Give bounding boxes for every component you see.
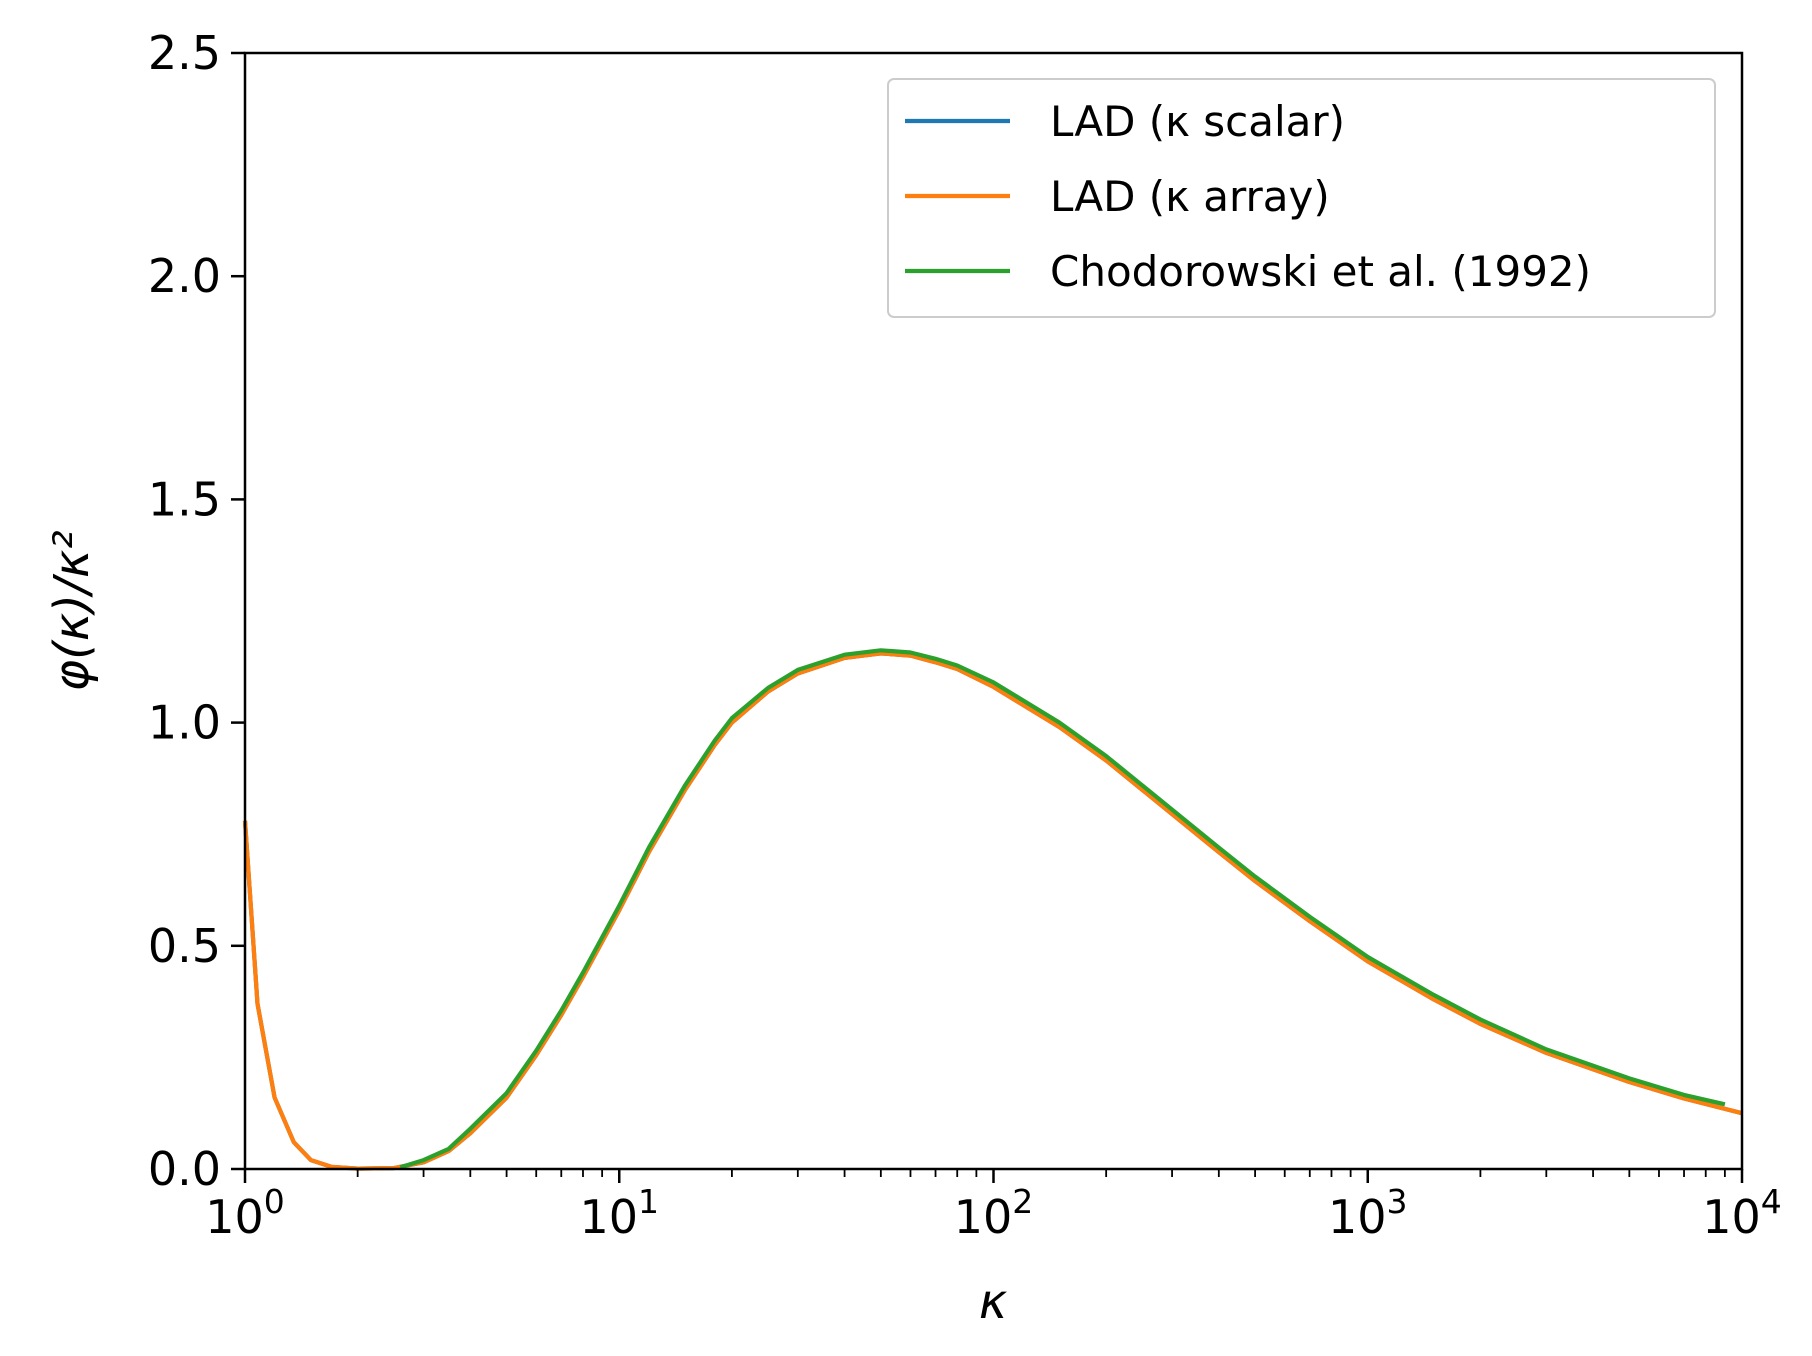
y-tick-label: 0.5 (148, 919, 221, 973)
series-line-1 (242, 651, 1743, 1171)
legend-label-1: LAD (κ scalar) (1050, 97, 1345, 146)
x-axis: 100 101 102 103 104 (205, 1169, 1782, 1244)
series-layer (242, 648, 1743, 1171)
y-tick-label: 1.5 (148, 472, 221, 526)
x-tick-label: 103 (1328, 1182, 1408, 1244)
y-axis: 0.0 0.5 1.0 1.5 2.0 2.5 (148, 26, 245, 1196)
y-tick-label: 1.0 (148, 696, 221, 750)
x-tick-label: 101 (579, 1182, 659, 1244)
x-tick-label: 104 (1702, 1182, 1782, 1244)
x-tick-label: 102 (954, 1182, 1034, 1244)
legend-label-3: Chodorowski et al. (1992) (1050, 247, 1591, 296)
y-tick-label: 0.0 (148, 1142, 221, 1196)
legend-frame (887, 78, 1716, 318)
y-tick-label: 2.0 (148, 249, 221, 303)
y-axis-label: φ(κ)/κ² (44, 530, 100, 691)
series-line-3 (399, 648, 1726, 1170)
x-axis-label: κ (979, 1274, 1008, 1330)
y-tick-label: 2.5 (148, 26, 221, 80)
legend[interactable]: LAD (κ scalar) LAD (κ array) Chodorowski e… (887, 78, 1716, 318)
x-tick-label: 100 (205, 1182, 285, 1244)
legend-items: LAD (κ scalar) LAD (κ array) Chodorowski e… (905, 97, 1591, 296)
series-line-2 (242, 651, 1743, 1171)
legend-label-2: LAD (κ array) (1050, 172, 1330, 221)
